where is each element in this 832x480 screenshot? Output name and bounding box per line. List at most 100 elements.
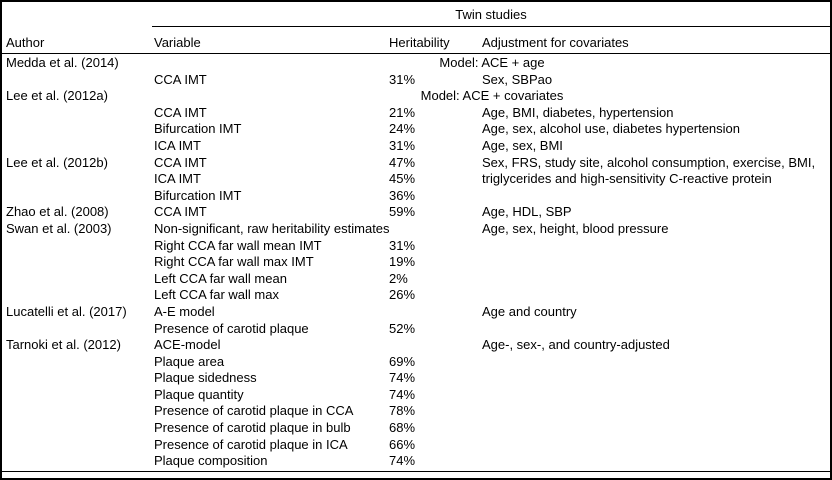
author-cell [6,72,154,89]
table-row: ICA IMT 31% Age, sex, BMI [2,138,830,155]
variable-cell: Presence of carotid plaque [154,320,309,336]
variable-cell: CCA IMT [154,104,207,120]
variable-cell: Right CCA far wall mean IMT [154,237,322,253]
adjustment-cell: Age and country [482,303,577,319]
heritability-cell: 68% [389,420,416,436]
adjustment-cell: Sex, FRS, study site, alcohol consumptio… [482,154,816,170]
author-cell [6,387,154,404]
table-row: Presence of carotid plaque in CCA 78% [2,403,830,420]
table-row: Presence of carotid plaque in ICA 66% [2,437,830,454]
variable-cell: A-E model [154,303,215,319]
table-row: Left CCA far wall mean 2% [2,271,830,288]
group-header-twin-studies: Twin studies [455,7,527,22]
heritability-cell: 69% [389,353,416,369]
adjustment-cell [482,254,830,271]
adjustment-cell: Age, BMI, diabetes, hypertension [482,104,674,120]
heritability-cell: 26% [389,287,416,303]
heritability-cell: 59% [389,204,416,220]
table-row: Right CCA far wall max IMT 19% [2,254,830,271]
adjustment-cell [482,287,830,304]
author-cell: Lucatelli et al. (2017) [6,303,127,319]
author-cell: Tarnoki et al. (2012) [6,337,121,353]
adjustment-cell: Age, HDL, SBP [482,204,572,220]
column-header-row: Author Variable Heritability Adjustment … [2,33,830,52]
author-cell: Medda et al. (2014) [6,55,119,70]
author-cell [6,138,154,155]
adjustment-cell [482,387,830,404]
author-cell [6,370,154,387]
adjustment-cell [482,437,830,454]
adjustment-cell [482,453,830,470]
table-row: Lucatelli et al. (2017) A-E model Age an… [2,304,830,321]
table-row: CCA IMT 21% Age, BMI, diabetes, hyperten… [2,105,830,122]
variable-cell: Plaque quantity [154,386,244,402]
table-row: Bifurcation IMT 36% [2,188,830,205]
adjustment-cell [482,188,830,205]
heritability-cell: 2% [389,270,408,286]
heritability-cell: 52% [389,320,416,336]
adjustment-cell: Age-, sex-, and country-adjusted [482,337,670,353]
column-header-variable: Variable [154,35,201,50]
table-row: Presence of carotid plaque in bulb 68% [2,420,830,437]
author-cell [6,437,154,454]
heritability-cell: 47% [389,154,416,170]
author-cell [6,254,154,271]
author-cell [6,403,154,420]
variable-cell: Left CCA far wall max [154,287,279,303]
table-body: Medda et al. (2014) Model: ACE + age CCA… [2,55,830,470]
header-rule [2,53,830,54]
variable-cell: ICA IMT [154,137,201,153]
adjustment-cell: Age, sex, alcohol use, diabetes hyperten… [482,121,741,137]
heritability-cell [389,337,482,354]
variable-cell: CCA IMT [154,204,207,220]
heritability-cell: 19% [389,254,416,270]
model-cell: Model: ACE + covariates [420,88,564,104]
author-cell: Swan et al. (2003) [6,220,112,236]
adjustment-cell [482,271,830,288]
heritability-cell: 31% [389,137,416,153]
adjustment-cell: Age, sex, BMI [482,137,563,153]
author-cell [6,453,154,470]
table-row: Presence of carotid plaque 52% [2,321,830,338]
variable-cell: CCA IMT [154,154,207,170]
author-cell [6,287,154,304]
column-header-heritability: Heritability [389,35,450,50]
table-row: Lee et al. (2012b) CCA IMT 47% Sex, FRS,… [2,155,830,172]
heritability-cell: 24% [389,121,416,137]
table-row: Plaque composition 74% [2,453,830,470]
variable-cell: Left CCA far wall mean [154,270,287,286]
adjustment-cell: Age, sex, height, blood pressure [482,220,669,236]
heritability-cell: 66% [389,436,416,452]
adjustment-cell [482,420,830,437]
adjustment-cell [482,403,830,420]
author-cell: Zhao et al. (2008) [6,204,109,220]
table-row: Bifurcation IMT 24% Age, sex, alcohol us… [2,121,830,138]
table-row: Zhao et al. (2008) CCA IMT 59% Age, HDL,… [2,204,830,221]
column-header-author: Author [6,35,45,50]
table-row: Plaque area 69% [2,354,830,371]
variable-cell: Plaque sidedness [154,370,257,386]
author-cell [6,271,154,288]
table-row: Right CCA far wall mean IMT 31% [2,238,830,255]
variable-cell: Presence of carotid plaque in ICA [154,436,348,452]
adjustment-cell [482,370,830,387]
table-row: Medda et al. (2014) Model: ACE + age [2,55,830,72]
column-header-adjustment: Adjustment for covariates [482,35,629,50]
table-row: Lee et al. (2012a) Model: ACE + covariat… [2,88,830,105]
variable-cell: Bifurcation IMT [154,121,242,137]
heritability-cell: 31% [389,237,416,253]
heritability-cell: 45% [389,171,416,187]
author-cell [6,354,154,371]
bottom-rule [2,471,830,472]
heritability-cell: 36% [389,187,416,203]
variable-cell: Plaque area [154,353,225,369]
adjustment-cell [482,321,830,338]
variable-cell: ICA IMT [154,171,201,187]
variable-cell: Right CCA far wall max IMT [154,254,314,270]
author-cell [6,238,154,255]
heritability-cell [389,304,482,321]
variable-cell: Non-significant, raw heritability estima… [154,220,390,236]
author-cell [6,188,154,205]
table-row: Plaque quantity 74% [2,387,830,404]
